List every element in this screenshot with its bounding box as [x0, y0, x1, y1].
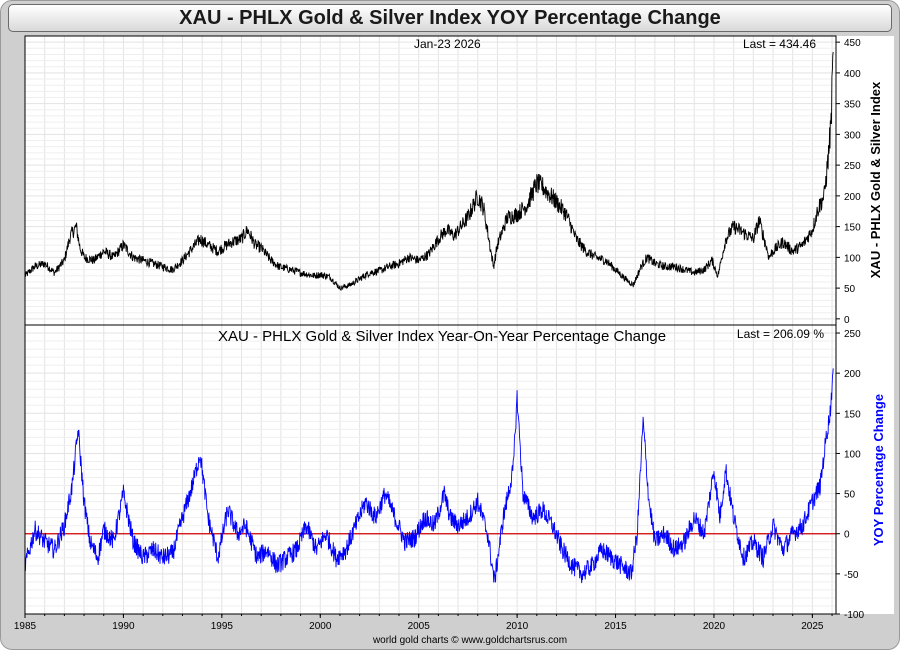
x-tick-label: 2000 — [309, 621, 332, 632]
yoy-y-tick-label: 200 — [844, 369, 861, 380]
x-tick-label: 1990 — [112, 621, 135, 632]
price-y-tick-label: 150 — [844, 223, 861, 234]
x-tick-label: 1995 — [211, 621, 234, 632]
credit-label: world gold charts © www.goldchartsrus.co… — [372, 635, 567, 646]
price-y-tick-label: 100 — [844, 253, 861, 264]
price-y-axis-label: XAU - PHLX Gold & Silver Index — [868, 81, 883, 278]
marks — [24, 35, 837, 615]
x-tick-label: 2010 — [506, 621, 529, 632]
price-y-tick-label: 450 — [844, 38, 861, 49]
yoy-y-axis-label: YOY Percentage Change — [871, 394, 886, 546]
x-tick-label: 2005 — [408, 621, 431, 632]
yoy-y-tick-label: 50 — [844, 490, 856, 501]
x-tick-label: 1985 — [14, 621, 37, 632]
price-panel-bg — [24, 35, 837, 326]
chart-title: XAU - PHLX Gold & Silver Index YOY Perce… — [8, 4, 892, 32]
yoy-series-line — [24, 368, 834, 584]
x-tick-label: 2015 — [604, 621, 627, 632]
price-last-label: Last = 434.46 — [743, 37, 816, 51]
yoy-y-tick-label: -50 — [844, 570, 859, 581]
yoy-y-tick-label: 100 — [844, 449, 861, 460]
x-tick-label: 2020 — [703, 621, 726, 632]
ticks: 0 50 100 150 200 250 300 350 400 450 -100 -50 0 50 100… — [14, 38, 865, 632]
right-axis-bg — [836, 36, 894, 614]
price-y-tick-label: 250 — [844, 161, 861, 172]
price-y-tick-label: 350 — [844, 100, 861, 111]
date-label: Jan-23 2026 — [414, 37, 481, 51]
price-y-tick-label: 50 — [844, 284, 856, 295]
yoy-panel-border — [24, 324, 837, 615]
x-tick-label: 2025 — [801, 621, 824, 632]
yoy-y-tick-label: -100 — [844, 610, 864, 621]
price-y-tick-label: 200 — [844, 192, 861, 203]
yoy-subtitle: XAU - PHLX Gold & Silver Index Year-On-Y… — [218, 328, 666, 345]
yoy-y-tick-label: 0 — [844, 530, 850, 541]
yoy-y-tick-label: 250 — [844, 329, 861, 340]
yoy-last-label: Last = 206.09 % — [737, 327, 824, 341]
price-y-tick-label: 400 — [844, 69, 861, 80]
price-y-tick-label: 0 — [844, 315, 850, 326]
yoy-y-tick-label: 150 — [844, 409, 861, 420]
price-series-line — [24, 51, 834, 291]
price-y-tick-label: 300 — [844, 130, 861, 141]
grid — [25, 36, 836, 615]
